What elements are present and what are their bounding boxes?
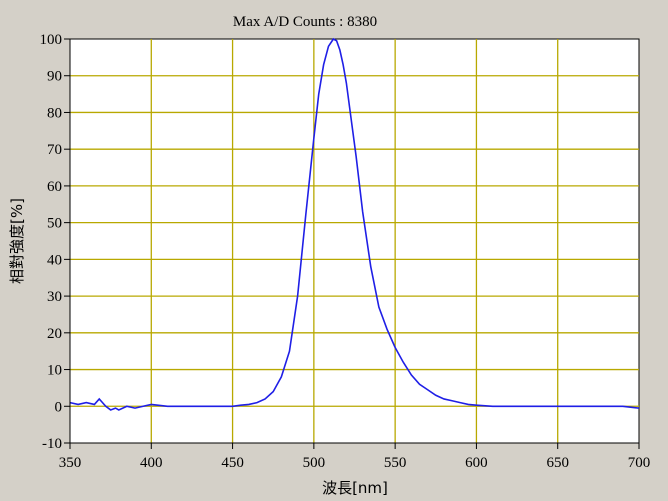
x-tick-label: 550 xyxy=(384,455,407,471)
y-tick-label: 30 xyxy=(47,289,62,305)
plot-area xyxy=(69,38,640,444)
y-tick-label: 0 xyxy=(55,399,63,415)
y-tick-label: 90 xyxy=(47,69,62,85)
y-tick-label: 80 xyxy=(47,105,62,121)
y-tick-label: 10 xyxy=(47,363,62,379)
x-axis-ticks: 350 400 450 500 550 600 650 700 xyxy=(59,443,651,471)
series-line xyxy=(69,37,640,411)
x-tick-label: 350 xyxy=(59,455,82,471)
y-tick-label: 70 xyxy=(47,142,62,158)
x-tick-label: 450 xyxy=(221,455,244,471)
y-tick-label: 60 xyxy=(47,179,62,195)
x-tick-label: 650 xyxy=(546,455,569,471)
x-axis-label: 波長[nm] xyxy=(322,479,388,497)
x-tick-label: 400 xyxy=(140,455,163,471)
x-tick-label: 700 xyxy=(628,455,651,471)
grid-lines xyxy=(70,39,639,443)
y-tick-label: 100 xyxy=(40,32,63,48)
x-tick-label: 600 xyxy=(465,455,488,471)
y-axis-ticks: -10 0 10 20 30 40 50 60 70 80 90 100 xyxy=(40,32,70,452)
y-tick-label: 20 xyxy=(47,326,62,342)
y-tick-label: -10 xyxy=(42,436,62,452)
y-axis-label: 相對強度[%] xyxy=(8,198,26,284)
y-tick-label: 50 xyxy=(47,216,62,232)
x-tick-label: 500 xyxy=(303,455,326,471)
y-tick-label: 40 xyxy=(47,252,62,268)
chart-title: Max A/D Counts : 8380 xyxy=(233,14,377,30)
